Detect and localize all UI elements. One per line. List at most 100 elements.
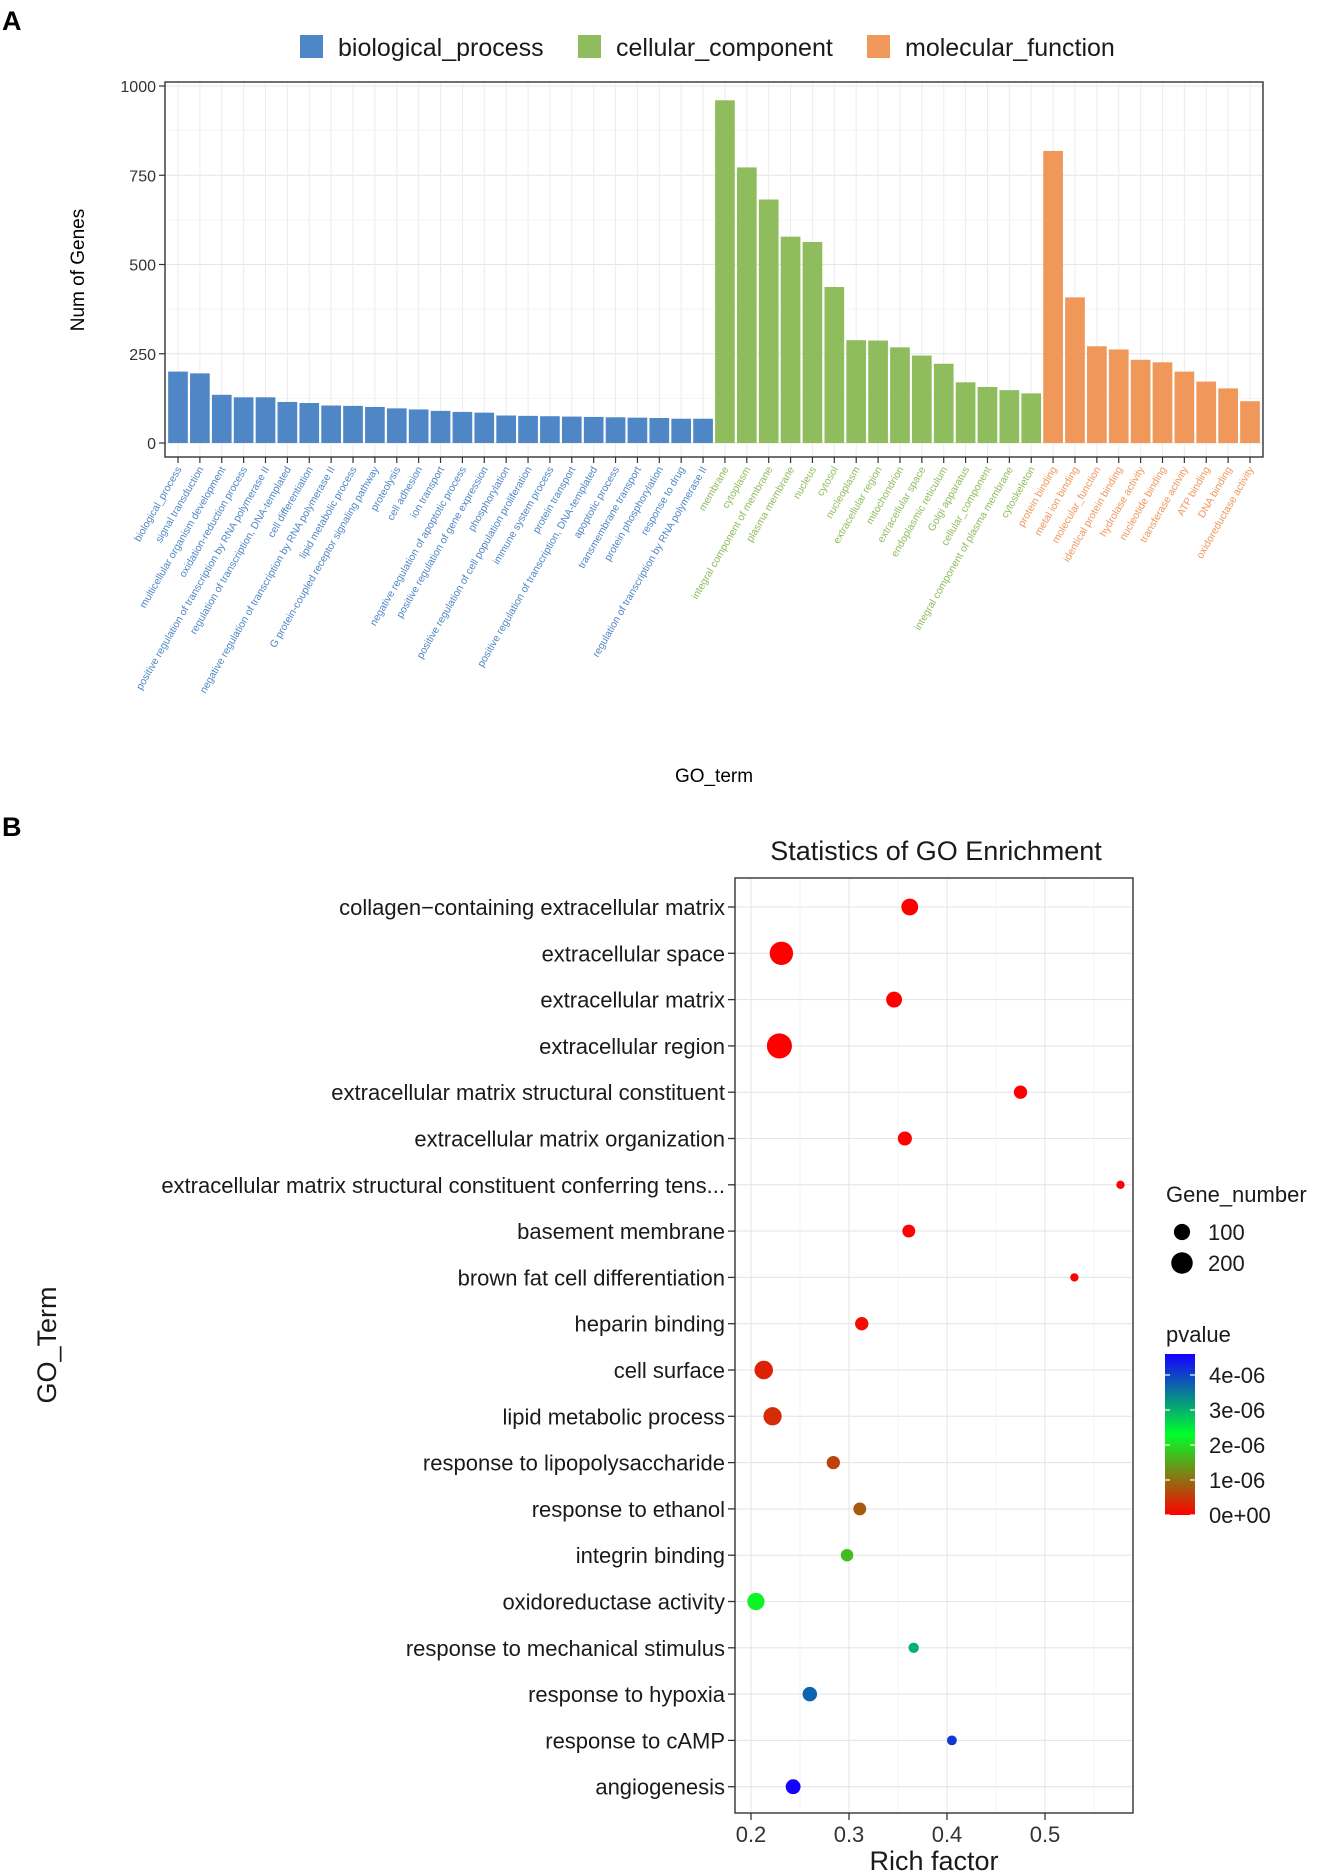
point-extracellular-matrix — [886, 991, 903, 1008]
bar-positive-regulation-of-transcription-dna-templated — [583, 416, 604, 443]
panel-b-y-tick-label: integrin binding — [576, 1543, 725, 1568]
bar-cellular-component — [977, 386, 998, 443]
bar-multicellular-organism-development — [211, 394, 232, 443]
panel-a-x-axis-title: GO_term — [675, 766, 753, 787]
panel-a-y-axis-title: Num of Genes — [68, 209, 89, 332]
bar-nucleoplasm — [846, 340, 867, 443]
legend-label-cellular-component: cellular_component — [616, 34, 833, 62]
panel-a-y-tick-label: 0 — [147, 436, 156, 453]
point-collagen-containing-extracellular-matrix — [901, 898, 919, 916]
legend-label-molecular-function: molecular_function — [905, 34, 1115, 62]
bar-cytosol — [824, 286, 845, 443]
panel-b-plot-border — [734, 877, 1134, 1814]
panel-b-x-tick-label: 0.4 — [932, 1822, 963, 1847]
panel-b-y-tick-label: extracellular matrix structural constitu… — [161, 1173, 725, 1198]
panel-a-gridlines — [165, 82, 1263, 457]
point-extracellular-matrix-structural-constituent — [1013, 1085, 1028, 1099]
bar-integral-component-of-membrane — [758, 199, 779, 443]
panel-b-y-axis-title: GO_Term — [32, 1286, 62, 1403]
panel-b-y-tick-label: angiogenesis — [595, 1775, 725, 1800]
bar-signal-transduction — [190, 373, 210, 443]
panel-b-title: Statistics of GO Enrichment — [770, 836, 1102, 866]
point-oxidoreductase-activity — [747, 1592, 765, 1611]
point-brown-fat-cell-differentiation — [1070, 1273, 1079, 1282]
bar-positive-regulation-of-gene-expression — [474, 412, 495, 443]
bar-metal-ion-binding — [1065, 297, 1085, 443]
panel-b-y-tick-label: response to ethanol — [532, 1497, 725, 1522]
panel-b-y-tick-label: heparin binding — [575, 1312, 725, 1337]
point-response-to-lipopolysaccharide — [826, 1455, 840, 1470]
panel-b-y-tick-label: brown fat cell differentiation — [458, 1265, 725, 1290]
panel-a-y-tick-label: 250 — [129, 347, 156, 364]
point-extracellular-space — [769, 941, 794, 966]
panel-b-y-tick-label: response to hypoxia — [528, 1682, 726, 1707]
panel-b-x-axis-title: Rich factor — [869, 1846, 998, 1874]
bar-nucleotide-binding — [1152, 362, 1173, 443]
panel-b-x-tick-label: 0.5 — [1030, 1822, 1061, 1847]
panel-b-y-tick-label: extracellular space — [542, 941, 725, 966]
panel-a-y-axis: 0 250 500 750 1000 — [120, 79, 165, 453]
bar-transmembrane-transport — [627, 417, 648, 443]
color-legend-label: 2e-06 — [1209, 1433, 1265, 1458]
panel-label-a: A — [2, 6, 22, 36]
panel-a-bar-chart: biological_process cellular_component mole… — [68, 34, 1264, 787]
panel-b-y-tick-label: basement membrane — [517, 1219, 725, 1244]
panel-b-y-axis: collagen−containing extracellular matrix… — [161, 895, 735, 1800]
panel-a-plot-border — [164, 81, 1264, 458]
point-extracellular-matrix-structural-constituent-conferring-tens- — [1116, 1180, 1125, 1189]
bar-cell-adhesion — [408, 409, 429, 443]
color-legend-label: 0e+00 — [1209, 1503, 1271, 1528]
bar-extracellular-region — [868, 340, 888, 443]
point-response-to-hypoxia — [802, 1686, 818, 1702]
bar-biological-process — [168, 371, 188, 443]
bar-integral-component-of-plasma-membrane — [999, 390, 1020, 443]
bar-dna-binding — [1218, 388, 1238, 443]
size-legend-dot-200 — [1171, 1252, 1193, 1274]
color-legend-label: 1e-06 — [1209, 1468, 1265, 1493]
panel-b-y-tick-label: extracellular matrix structural constitu… — [331, 1080, 725, 1105]
color-legend-bar — [1165, 1354, 1195, 1515]
bar-regulation-of-transcription-dna-templated — [277, 401, 298, 443]
point-response-to-mechanical-stimulus — [908, 1642, 919, 1654]
bar-golgi-apparatus — [955, 382, 976, 443]
panel-b-y-tick-label: lipid metabolic process — [502, 1404, 725, 1429]
panel-a-legend: biological_process cellular_component mole… — [300, 34, 1115, 62]
bar-cell-differentiation — [299, 403, 320, 443]
bar-hydrolase-activity — [1130, 359, 1151, 443]
panel-a-y-tick-label: 750 — [129, 168, 156, 185]
bar-transferase-activity — [1174, 371, 1195, 443]
point-heparin-binding — [855, 1317, 869, 1331]
bar-apoptotic-process — [605, 417, 626, 443]
panel-b-points — [747, 898, 1125, 1795]
legend-swatch-biological-process — [300, 35, 323, 58]
bar-proteolysis — [386, 408, 407, 443]
bar-cytoplasm — [736, 167, 757, 443]
bar-ion-transport — [430, 410, 451, 443]
panel-b-y-tick-label: response to lipopolysaccharide — [423, 1451, 725, 1476]
panel-b-color-legend: pvalue 4e-06 3e-06 2e-06 1e-06 0e+00 — [1165, 1322, 1271, 1528]
bar-negative-regulation-of-apoptotic-process — [452, 411, 473, 443]
panel-a-y-tick-label: 1000 — [120, 79, 156, 96]
bar-plasma-membrane — [780, 236, 801, 443]
legend-swatch-molecular-function — [867, 35, 890, 58]
panel-b-y-tick-label: oxidoreductase activity — [502, 1590, 725, 1615]
color-legend-label: 3e-06 — [1209, 1398, 1265, 1423]
panel-b-dot-plot: Statistics of GO Enrichment collagen−con… — [32, 836, 1307, 1874]
bar-membrane — [715, 100, 735, 443]
size-legend-dot-100 — [1173, 1223, 1191, 1241]
bar-phosphorylation — [496, 415, 517, 443]
panel-b-x-tick-label: 0.3 — [834, 1822, 865, 1847]
bar-regulation-of-transcription-by-rna-polymerase-ii — [693, 418, 713, 443]
bar-positive-regulation-of-cell-population-proliferation — [518, 415, 538, 443]
size-legend-label: 100 — [1208, 1220, 1245, 1245]
panel-b-x-axis: 0.2 0.3 0.4 0.5 — [736, 1813, 1061, 1847]
panel-label-b: B — [2, 812, 22, 842]
bar-lipid-metabolic-process — [343, 405, 363, 443]
point-cell-surface — [754, 1360, 774, 1380]
bar-positive-regulation-of-transcription-by-rna-polymerase-ii — [255, 397, 276, 443]
legend-swatch-cellular-component — [578, 35, 601, 58]
point-integrin-binding — [840, 1548, 854, 1562]
bar-g-protein-coupled-receptor-signaling-pathway — [365, 406, 385, 443]
